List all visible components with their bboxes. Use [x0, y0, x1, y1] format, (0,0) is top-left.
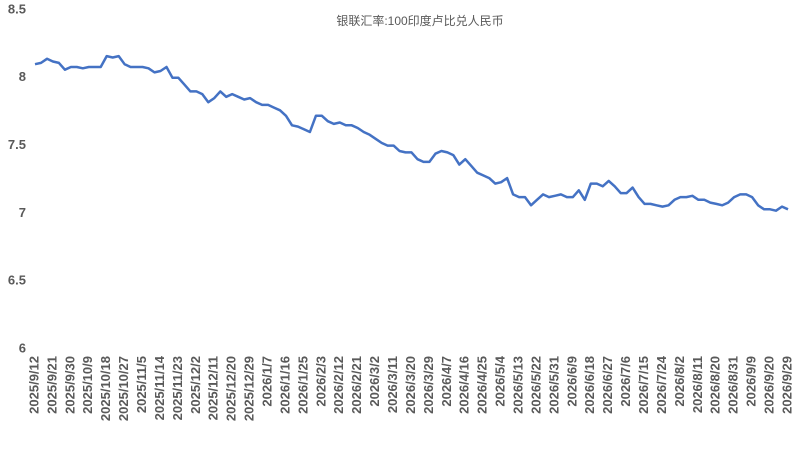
x-tick-label: 2026/3/11: [385, 356, 400, 413]
x-tick-label: 2026/5/4: [493, 355, 508, 406]
x-tick-label: 2025/9/30: [62, 356, 77, 414]
x-tick-label: 2026/6/18: [582, 356, 597, 414]
x-tick-label: 2026/9/29: [779, 356, 794, 414]
x-tick-label: 2026/8/11: [690, 356, 705, 413]
x-tick-label: 2026/3/20: [403, 356, 418, 414]
x-tick-label: 2025/10/18: [98, 356, 113, 421]
y-tick-label: 7: [19, 205, 26, 220]
x-tick-label: 2026/7/15: [636, 356, 651, 414]
x-tick-label: 2026/4/16: [457, 356, 472, 414]
line-series: [34, 54, 789, 212]
x-tick-label: 2025/12/20: [224, 356, 239, 421]
y-tick-label: 8: [19, 69, 26, 84]
x-tick-label: 2026/5/31: [546, 356, 561, 414]
x-tick-label: 2026/9/9: [744, 356, 759, 407]
x-tick-label: 2025/12/29: [242, 356, 257, 421]
x-tick-label: 2026/2/3: [313, 356, 328, 407]
x-tick-label: 2025/10/27: [116, 356, 131, 421]
x-tick-label: 2025/12/2: [188, 356, 203, 414]
x-tick-label: 2025/10/9: [80, 356, 95, 414]
x-tick-label: 2026/2/21: [349, 356, 364, 414]
x-tick-label: 2025/11/14: [152, 355, 167, 420]
x-tick-label: 2026/1/16: [277, 356, 292, 414]
x-tick-label: 2026/4/25: [475, 356, 490, 414]
x-tick-label: 2025/9/21: [44, 356, 59, 414]
x-tick-label: 2026/8/20: [708, 356, 723, 414]
x-tick-label: 2026/8/2: [672, 356, 687, 407]
x-tick-label: 2026/7/24: [654, 355, 669, 414]
y-tick-label: 6.5: [8, 273, 26, 288]
x-tick-label: 2025/9/12: [26, 356, 41, 414]
x-tick-label: 2026/6/27: [600, 356, 615, 414]
x-tick-label: 2026/5/13: [511, 356, 526, 414]
x-tick-label: 2026/3/2: [367, 356, 382, 407]
x-tick-label: 2026/3/29: [421, 356, 436, 414]
y-tick-label: 6: [19, 340, 26, 355]
x-tick-label: 2025/11/5: [134, 356, 149, 413]
x-tick-label: 2026/4/7: [439, 356, 454, 407]
x-tick-label: 2026/7/6: [618, 356, 633, 407]
y-tick-label: 8.5: [8, 1, 26, 16]
x-tick-label: 2026/1/7: [260, 356, 275, 407]
x-tick-label: 2026/6/9: [564, 356, 579, 407]
x-tick-label: 2026/5/22: [528, 356, 543, 414]
x-tick-label: 2026/9/20: [762, 356, 777, 414]
chart-title: 银联汇率:100印度卢比兑人民币: [336, 13, 503, 28]
x-tick-label: 2026/8/31: [726, 356, 741, 414]
x-tick-label: 2026/1/25: [295, 356, 310, 414]
x-tick-label: 2025/11/23: [170, 356, 185, 420]
x-tick-label: 2026/2/12: [331, 356, 346, 414]
y-tick-label: 7.5: [8, 137, 26, 152]
x-tick-label: 2025/12/11: [206, 356, 221, 420]
